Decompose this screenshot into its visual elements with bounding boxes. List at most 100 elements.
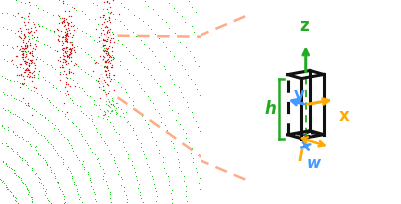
- Point: [62, 45, 69, 48]
- Point: [113, 111, 119, 114]
- Point: [190, 55, 196, 58]
- Point: [74, 188, 80, 191]
- Point: [66, 72, 72, 75]
- Point: [105, 109, 111, 112]
- Point: [0, 202, 4, 204]
- Point: [148, 49, 155, 52]
- Point: [61, 16, 67, 20]
- Point: [86, 17, 92, 20]
- Point: [109, 124, 116, 128]
- Point: [59, 47, 65, 51]
- Point: [26, 50, 33, 53]
- Point: [102, 51, 109, 55]
- Point: [108, 98, 115, 101]
- Point: [70, 7, 77, 10]
- Point: [141, 0, 148, 2]
- Point: [17, 62, 23, 65]
- Point: [131, 13, 137, 17]
- Point: [20, 83, 26, 86]
- Point: [67, 70, 73, 74]
- Point: [109, 53, 115, 56]
- Point: [174, 111, 180, 115]
- Point: [196, 130, 203, 133]
- Point: [62, 59, 69, 62]
- Point: [17, 48, 23, 51]
- Point: [82, 13, 88, 16]
- Point: [60, 53, 66, 57]
- Point: [1, 108, 8, 111]
- Point: [90, 38, 97, 41]
- Point: [19, 46, 26, 49]
- Point: [13, 97, 20, 100]
- Point: [26, 1, 32, 4]
- Point: [123, 67, 130, 71]
- Point: [28, 195, 34, 198]
- Point: [90, 1, 96, 4]
- Point: [116, 138, 122, 141]
- Point: [101, 139, 107, 143]
- Point: [58, 63, 65, 67]
- Point: [83, 114, 89, 117]
- Point: [28, 29, 34, 32]
- Point: [103, 60, 109, 63]
- Point: [132, 171, 138, 174]
- Point: [35, 152, 42, 155]
- Point: [180, 179, 186, 182]
- Point: [196, 187, 203, 191]
- Point: [18, 72, 24, 75]
- Point: [62, 54, 68, 57]
- Point: [62, 85, 68, 89]
- Point: [102, 94, 109, 98]
- Point: [70, 72, 77, 75]
- Point: [156, 152, 162, 155]
- Point: [29, 51, 35, 54]
- Point: [92, 62, 98, 65]
- Point: [163, 20, 169, 24]
- Point: [175, 157, 181, 160]
- Point: [27, 123, 34, 126]
- Point: [180, 175, 187, 178]
- Point: [107, 6, 113, 9]
- Point: [123, 201, 130, 204]
- Point: [12, 196, 18, 199]
- Point: [77, 133, 84, 136]
- Point: [71, 23, 77, 26]
- Point: [12, 173, 19, 176]
- Point: [174, 34, 181, 37]
- Point: [16, 116, 22, 119]
- Point: [57, 70, 63, 73]
- Point: [108, 65, 114, 69]
- Point: [37, 112, 44, 115]
- Point: [188, 110, 194, 113]
- Point: [20, 33, 27, 36]
- Point: [94, 61, 101, 65]
- Point: [64, 40, 70, 43]
- Point: [63, 39, 69, 42]
- Point: [48, 201, 54, 204]
- Point: [103, 34, 109, 37]
- Point: [106, 30, 112, 34]
- Point: [139, 19, 146, 22]
- Point: [1, 92, 7, 95]
- Point: [12, 171, 18, 174]
- Point: [99, 116, 105, 119]
- Point: [108, 31, 115, 34]
- Point: [110, 103, 116, 106]
- Point: [165, 99, 172, 102]
- Point: [100, 89, 107, 92]
- Point: [50, 103, 56, 106]
- Point: [29, 200, 35, 204]
- Point: [146, 169, 153, 173]
- Point: [121, 189, 127, 193]
- Point: [10, 13, 16, 17]
- Point: [55, 59, 61, 62]
- Point: [184, 73, 190, 76]
- Point: [109, 37, 116, 40]
- Point: [42, 136, 48, 140]
- Point: [0, 180, 5, 183]
- Point: [60, 65, 66, 69]
- Point: [117, 63, 124, 67]
- Point: [67, 49, 74, 52]
- Point: [137, 191, 143, 194]
- Point: [70, 34, 77, 37]
